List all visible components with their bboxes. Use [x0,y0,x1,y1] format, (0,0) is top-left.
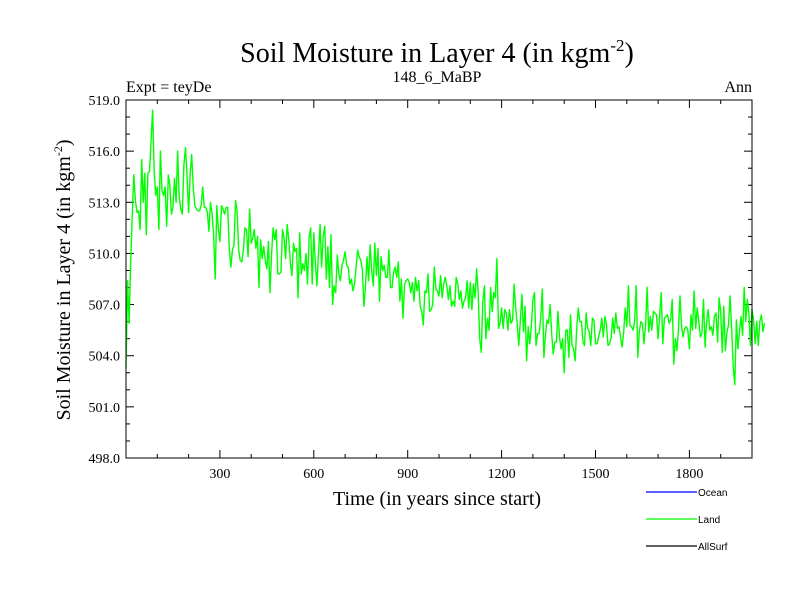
legend: Ocean Land AllSurf [646,488,728,553]
y-tick-label: 501.0 [89,401,121,416]
y-axis-label: Soil Moisture in Layer 4 (in kgm-2) [51,139,75,420]
subtitle-left: Expt = teyDe [126,79,211,96]
y-tick-label: 504.0 [89,350,121,365]
y-tick-label: 513.0 [89,196,121,211]
plot-frame [125,99,753,459]
x-tick-label: 900 [397,467,418,482]
legend-label-land: Land [698,515,720,526]
series-layer [125,109,766,386]
x-tick-label: 600 [303,467,324,482]
x-tick-label: 1800 [675,467,703,482]
y-tick-label: 510.0 [89,247,121,262]
x-tick-label: 1200 [488,467,516,482]
y-tick-label: 516.0 [89,145,121,160]
chart-title: Soil Moisture in Layer 4 (in kgm-2) [240,36,634,69]
x-tick-label: 1500 [582,467,610,482]
legend-label-ocean: Ocean [698,488,727,499]
subtitle-right: Ann [724,79,752,96]
x-tick-label: 300 [209,467,230,482]
tick-labels: 498.0 501.0 504.0 507.0 510.0 513.0 516.0 519.0… [89,94,704,482]
y-tick-label: 519.0 [89,94,121,109]
y-tick-label: 498.0 [89,452,121,467]
y-tick-label: 507.0 [89,299,121,314]
series-line-land [125,109,766,386]
y-axis-label-superscript: -2 [51,146,65,156]
chart-title-superscript: -2 [610,36,624,55]
subtitle-center: 148_6_MaBP [393,69,482,86]
legend-label-allsurf: AllSurf [698,542,728,553]
x-axis-label: Time (in years since start) [333,488,541,510]
axis-ticks [126,99,752,459]
